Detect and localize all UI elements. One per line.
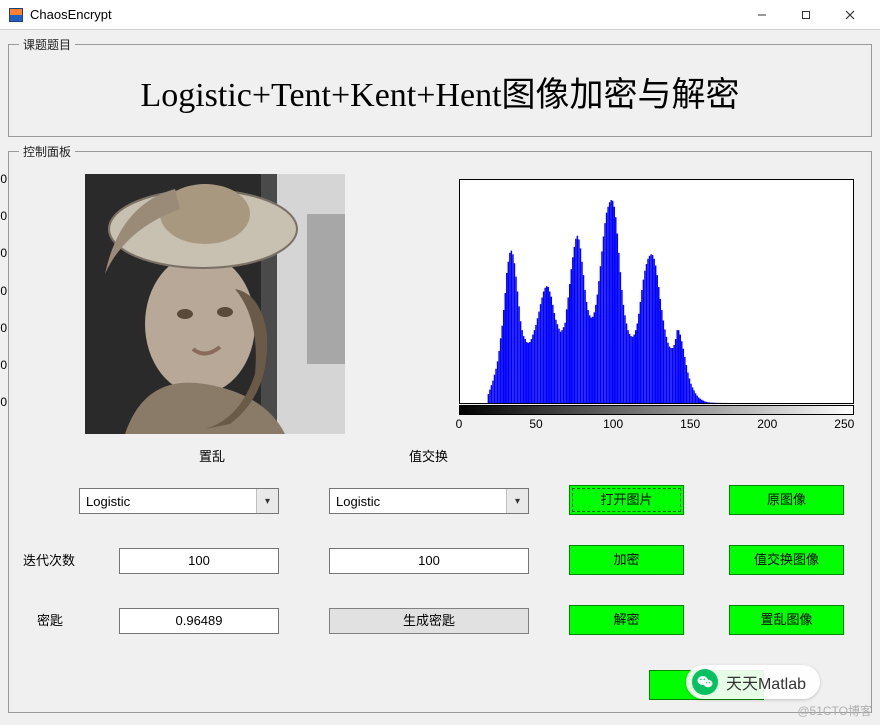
original-image-button[interactable]: 原图像 bbox=[729, 485, 844, 515]
titlebar: ChaosEncrypt bbox=[0, 0, 880, 30]
x-tick-label: 150 bbox=[675, 417, 705, 431]
wechat-icon bbox=[692, 669, 718, 695]
grayscale-legend bbox=[459, 405, 854, 415]
permute-dropdown-value: Logistic bbox=[86, 494, 130, 509]
wechat-text: 天天Matlab bbox=[726, 670, 806, 694]
key-label: 密匙 bbox=[37, 610, 63, 629]
iterations-input-2[interactable]: 100 bbox=[329, 548, 529, 574]
iterations-input-1[interactable]: 100 bbox=[119, 548, 279, 574]
topic-group: 课题题目 Logistic+Tent+Kent+Hent图像加密与解密 bbox=[8, 36, 872, 137]
histogram-chart: 050010001500200025003000 050100150200250 bbox=[409, 174, 859, 439]
encrypt-button[interactable]: 加密 bbox=[569, 545, 684, 575]
main-title: Logistic+Tent+Kent+Hent图像加密与解密 bbox=[19, 59, 861, 126]
y-tick-label: 1500 bbox=[0, 284, 7, 298]
chart-axes bbox=[459, 179, 854, 404]
permute-dropdown[interactable]: Logistic ▾ bbox=[79, 488, 279, 514]
control-legend: 控制面板 bbox=[19, 143, 75, 160]
value-swap-dropdown-value: Logistic bbox=[336, 494, 380, 509]
value-swap-dropdown[interactable]: Logistic ▾ bbox=[329, 488, 529, 514]
iterations-label: 迭代次数 bbox=[23, 550, 75, 569]
y-tick-label: 2000 bbox=[0, 246, 7, 260]
close-button[interactable] bbox=[828, 1, 872, 29]
permute-image-button[interactable]: 置乱图像 bbox=[729, 605, 844, 635]
chevron-down-icon: ▾ bbox=[506, 489, 528, 513]
maximize-button[interactable] bbox=[784, 1, 828, 29]
y-tick-label: 2500 bbox=[0, 209, 7, 223]
x-tick-label: 200 bbox=[752, 417, 782, 431]
open-image-button[interactable]: 打开图片 bbox=[569, 485, 684, 515]
image-preview bbox=[85, 174, 345, 434]
x-tick-label: 50 bbox=[521, 417, 551, 431]
y-tick-label: 0 bbox=[0, 395, 7, 409]
client-area: 课题题目 Logistic+Tent+Kent+Hent图像加密与解密 控制面板 bbox=[0, 30, 880, 725]
decrypt-button[interactable]: 解密 bbox=[569, 605, 684, 635]
y-tick-label: 1000 bbox=[0, 321, 7, 335]
x-tick-label: 100 bbox=[598, 417, 628, 431]
watermark: @51CTO博客 bbox=[797, 702, 872, 719]
y-tick-label: 500 bbox=[0, 358, 7, 372]
chevron-down-icon: ▾ bbox=[256, 489, 278, 513]
window-title: ChaosEncrypt bbox=[30, 7, 112, 22]
minimize-button[interactable] bbox=[740, 1, 784, 29]
wechat-banner: 天天Matlab bbox=[686, 665, 820, 699]
permute-label: 置乱 bbox=[199, 446, 225, 465]
generate-key-button[interactable]: 生成密匙 bbox=[329, 608, 529, 634]
topic-legend: 课题题目 bbox=[19, 36, 75, 53]
value-swap-image-button[interactable]: 值交换图像 bbox=[729, 545, 844, 575]
x-tick-label: 250 bbox=[829, 417, 859, 431]
control-panel: 控制面板 bbox=[8, 143, 872, 713]
x-tick-label: 0 bbox=[444, 417, 474, 431]
y-tick-label: 3000 bbox=[0, 172, 7, 186]
key-input[interactable]: 0.96489 bbox=[119, 608, 279, 634]
value-swap-label: 值交换 bbox=[409, 446, 448, 465]
app-icon bbox=[8, 7, 24, 23]
